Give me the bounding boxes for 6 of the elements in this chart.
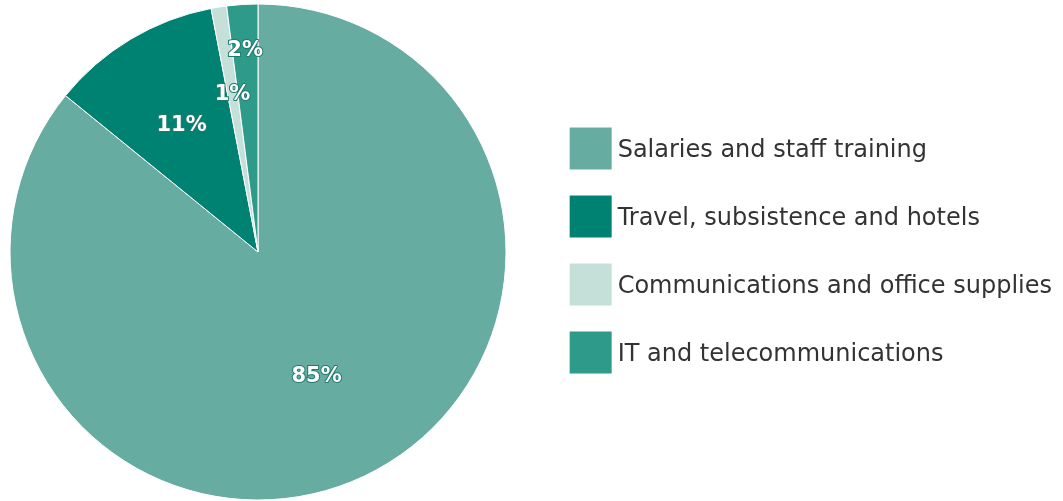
legend-label: Salaries and staff training — [617, 134, 927, 163]
legend-label: IT and telecommunications — [617, 338, 944, 367]
data-label: 85% — [291, 363, 342, 388]
legend-label: Communications and office supplies — [617, 270, 1052, 299]
data-label: 11% — [156, 112, 207, 137]
legend-label: Travel, subsistence and hotels — [616, 202, 980, 231]
